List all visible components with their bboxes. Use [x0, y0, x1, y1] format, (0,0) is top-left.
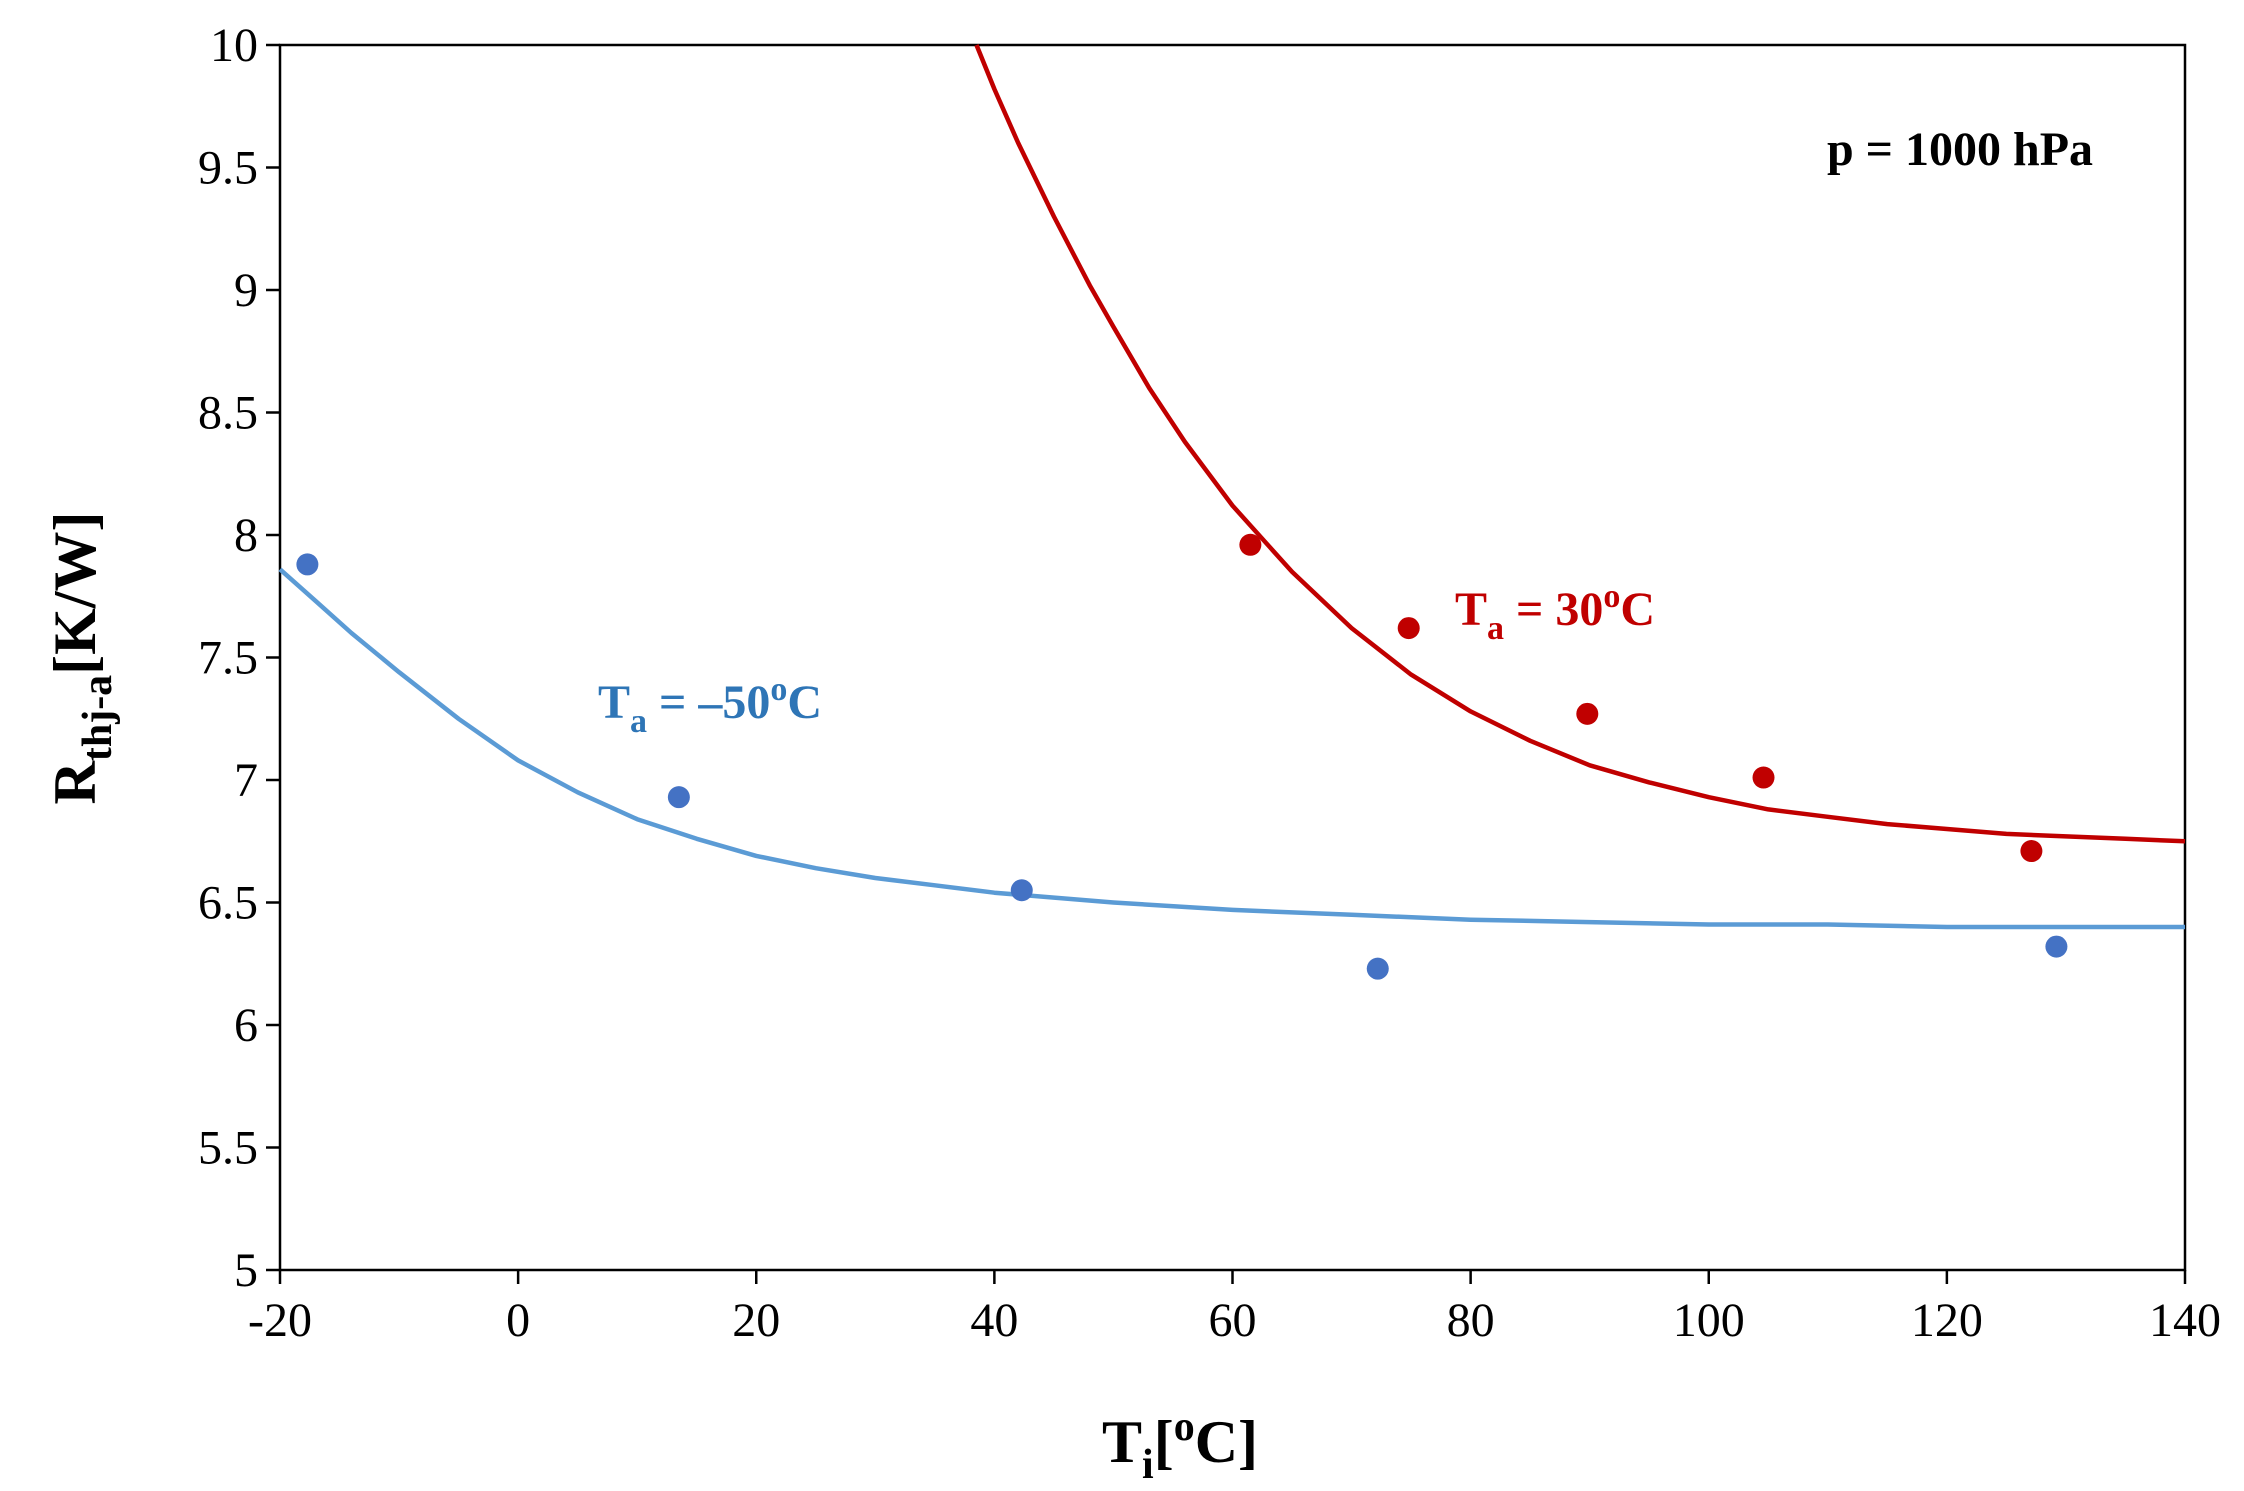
fit-curve-minus50c	[278, 567, 2185, 930]
x-tick-label: 120	[1911, 1294, 1983, 1347]
y-axis-title: Rthj-a[K/W]	[42, 512, 121, 805]
y-tick-label: 6.5	[198, 877, 258, 930]
x-tick-label: 20	[732, 1294, 780, 1347]
data-point-30c	[2020, 840, 2043, 863]
x-tick-label: 100	[1673, 1294, 1745, 1347]
x-tick-label: 60	[1209, 1294, 1257, 1347]
data-point-minus50c	[296, 553, 319, 576]
y-tick-label: 6	[234, 999, 258, 1052]
data-point-30c	[1239, 533, 1262, 556]
fit-curves	[278, 44, 2186, 930]
x-tick-label: 0	[506, 1294, 530, 1347]
series-label-minus50c-sup: o	[770, 671, 787, 708]
y-tick-label: 8.5	[198, 387, 258, 440]
x-tick-label: 40	[970, 1294, 1018, 1347]
series-label-minus50c-sub: a	[630, 703, 647, 740]
plot-area	[278, 43, 2187, 1272]
y-axis-title-sub: thj-a	[75, 675, 121, 761]
y-axis-title-base: R	[42, 760, 108, 804]
data-point-minus50c	[2045, 935, 2068, 958]
x-tick-label: 140	[2149, 1294, 2221, 1347]
y-tick-label: 8	[234, 509, 258, 562]
x-axis-ticks: -20 0 20 40 60 80 100 120 140	[248, 1270, 2221, 1347]
pressure-annotation: p = 1000 hPa	[1827, 123, 2093, 176]
series-label-30c-end: C	[1620, 583, 1655, 636]
series-label-minus50c-base: T	[598, 676, 630, 729]
series-label-minus50c-mid: = –50	[647, 676, 770, 729]
data-point-minus50c	[667, 786, 690, 809]
x-axis-title-sub: i	[1142, 1442, 1154, 1488]
x-axis-title-base: T	[1102, 1409, 1142, 1475]
x-axis-title-close: C]	[1195, 1409, 1258, 1475]
x-axis-title-open: [	[1154, 1409, 1174, 1475]
series-label-30c-sub: a	[1487, 610, 1504, 647]
data-point-minus50c	[1010, 879, 1033, 902]
y-axis-ticks: 5 5.5 6 6.5 7 7.5 8 8.5 9 9.5 10	[198, 19, 280, 1297]
x-tick-label: 80	[1447, 1294, 1495, 1347]
fit-curve-30c	[974, 44, 2186, 844]
y-axis-title-unit: [K/W]	[42, 512, 108, 675]
y-tick-label: 9	[234, 264, 258, 317]
series-label-30c-base: T	[1455, 583, 1487, 636]
data-point-30c	[1576, 702, 1599, 725]
data-point-minus50c	[1366, 957, 1389, 980]
series-label-30c-mid: = 30	[1504, 583, 1603, 636]
y-tick-label: 7	[234, 754, 258, 807]
series-label-30c-sup: o	[1603, 578, 1620, 615]
series-label-30c: Ta = 30oC	[1455, 578, 1655, 647]
x-tick-label: -20	[248, 1294, 312, 1347]
x-axis-title: Ti[oC]	[1102, 1404, 1258, 1488]
series-label-minus50c-end: C	[787, 676, 822, 729]
series-label-minus50c: Ta = –50oC	[598, 671, 822, 740]
y-tick-label: 5	[234, 1244, 258, 1297]
y-tick-label: 5.5	[198, 1122, 258, 1175]
y-tick-label: 7.5	[198, 632, 258, 685]
y-tick-label: 10	[210, 19, 258, 72]
data-point-30c	[1397, 617, 1420, 640]
data-point-30c	[1752, 766, 1775, 789]
data-points	[296, 533, 2068, 980]
x-axis-title-sup: o	[1174, 1404, 1195, 1450]
y-tick-label: 9.5	[198, 142, 258, 195]
